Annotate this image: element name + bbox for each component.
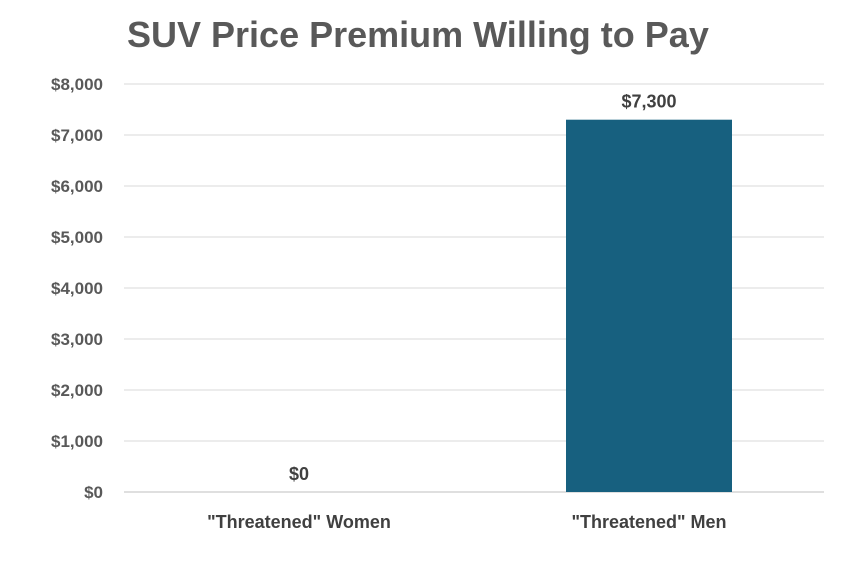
y-tick-label: $5,000 xyxy=(51,228,103,247)
category-label: "Threatened" Women xyxy=(207,512,391,532)
y-tick-label: $3,000 xyxy=(51,330,103,349)
category-labels: "Threatened" Women "Threatened" Men xyxy=(207,512,726,532)
chart-title: SUV Price Premium Willing to Pay xyxy=(127,14,709,55)
y-tick-label: $1,000 xyxy=(51,432,103,451)
y-tick-label: $6,000 xyxy=(51,177,103,196)
bars xyxy=(566,119,732,492)
y-axis-tick-labels: $0 $1,000 $2,000 $3,000 $4,000 $5,000 $6,000 $7… xyxy=(51,75,103,502)
y-tick-label: $0 xyxy=(84,483,103,502)
y-tick-label: $2,000 xyxy=(51,381,103,400)
y-tick-label: $4,000 xyxy=(51,279,103,298)
data-label: $7,300 xyxy=(621,92,676,112)
y-tick-label: $7,000 xyxy=(51,126,103,145)
category-label: "Threatened" Men xyxy=(571,512,726,532)
data-label: $0 xyxy=(289,464,309,484)
y-tick-label: $8,000 xyxy=(51,75,103,94)
data-labels: $0 $7,300 xyxy=(289,92,677,484)
bar xyxy=(566,119,732,492)
